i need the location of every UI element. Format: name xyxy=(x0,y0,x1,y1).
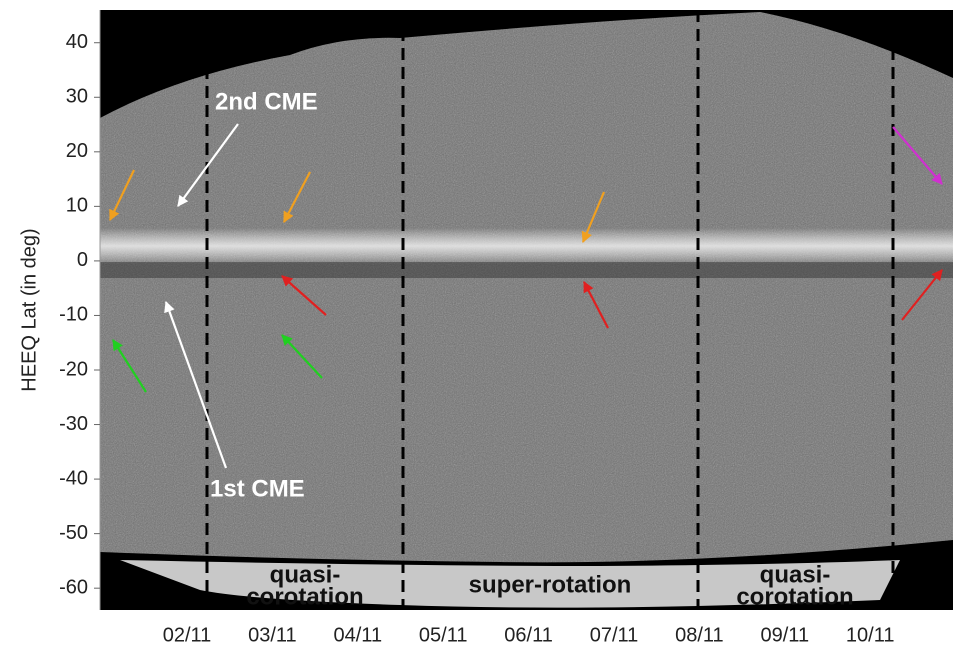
y-tick-label: -30 xyxy=(59,413,88,435)
y-axis-label: HEEQ Lat (in deg) xyxy=(18,228,40,391)
x-tick-label: 06/11 xyxy=(504,624,553,646)
y-tick-label: -60 xyxy=(59,576,88,598)
y-tick-label: -10 xyxy=(59,304,88,326)
y-tick-label: 20 xyxy=(66,140,88,162)
region-dividers xyxy=(205,10,895,610)
region-label: quasi- xyxy=(270,561,341,588)
x-tick-label: 03/11 xyxy=(248,624,297,646)
y-tick-label: -20 xyxy=(59,358,88,380)
y-tick-label: 30 xyxy=(66,86,88,108)
y-tick-label: 40 xyxy=(66,31,88,53)
region-label: corotation xyxy=(246,583,363,610)
region-label: corotation xyxy=(736,583,853,610)
x-tick-label: 09/11 xyxy=(761,624,810,646)
annotation: 2nd CME xyxy=(215,88,318,115)
x-tick-label: 10/11 xyxy=(846,624,895,646)
x-tick-label: 05/11 xyxy=(419,624,468,646)
arrows xyxy=(109,123,943,469)
y-tick-label: 10 xyxy=(66,195,88,217)
y-tick-label: -50 xyxy=(59,522,88,544)
image xyxy=(100,10,953,610)
region-label: super-rotation xyxy=(469,571,632,598)
region-label: quasi- xyxy=(760,561,831,588)
y-tick-label: -40 xyxy=(59,467,88,489)
y-tick-label: 0 xyxy=(77,249,88,271)
x-tick-label: 08/11 xyxy=(675,624,724,646)
annotation: 1st CME xyxy=(210,475,305,502)
x-tick-label: 07/11 xyxy=(590,624,639,646)
x-tick-label: 02/11 xyxy=(163,624,212,646)
x-tick-label: 04/11 xyxy=(334,624,383,646)
region-labels: quasi-corotation super-rotation quasi-coro… xyxy=(246,561,853,610)
